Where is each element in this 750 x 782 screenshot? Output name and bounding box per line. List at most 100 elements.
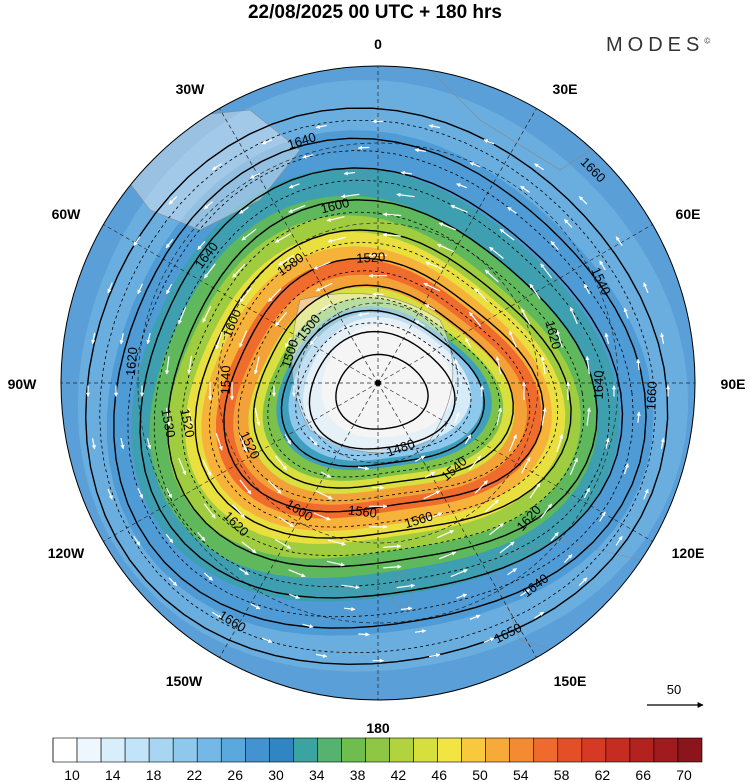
wind-arrow: [137, 488, 144, 499]
wind-arrow: [396, 583, 416, 589]
wind-arrow: [423, 282, 441, 292]
wind-arrow: [168, 195, 178, 205]
wind-arrow: [327, 236, 346, 243]
wind-arrow: [423, 490, 441, 500]
longitude-label-90w: 90W: [8, 376, 38, 392]
wind-arrow: [540, 355, 546, 375]
wind-arrow: [254, 407, 261, 426]
wind-arrow: [586, 407, 591, 426]
wind-arrow: [340, 193, 360, 199]
meridian-line: [377, 382, 537, 658]
colorbar-swatch: [52, 737, 78, 763]
colorbar-swatch: [76, 737, 102, 763]
longitude-label-30w: 30W: [176, 81, 206, 97]
longitude-label-0: 0: [374, 36, 382, 52]
longitude-label-30e: 30E: [553, 81, 578, 97]
wind-arrow: [529, 283, 541, 300]
wind-arrow: [146, 332, 151, 345]
wind-arrow: [450, 569, 468, 578]
wind-arrow: [261, 637, 273, 643]
wind-arrow: [232, 504, 246, 519]
wind-arrow: [396, 192, 415, 198]
colorbar-tick-label: 58: [554, 767, 570, 782]
wind-arrow: [550, 532, 559, 542]
meridian-line: [219, 108, 379, 384]
colorbar-swatch: [677, 737, 703, 763]
colorbar-tick-label: 46: [431, 767, 447, 782]
wind-arrow: [623, 307, 629, 319]
wind-arrow: [146, 438, 152, 450]
wind-arrow: [484, 269, 499, 283]
wind-arrow: [604, 332, 610, 344]
wind-arrow: [540, 263, 553, 279]
wind-arrow: [474, 480, 489, 494]
colorbar-tick-label: 42: [391, 767, 407, 782]
wind-arrow: [215, 433, 223, 451]
colorbar-tick-label: 30: [268, 767, 284, 782]
colorbar-tick-label: 70: [676, 767, 692, 782]
colorbar-swatch: [317, 737, 342, 763]
wind-arrow: [313, 261, 331, 270]
wind-arrow: [203, 572, 213, 581]
wind-arrow: [267, 288, 282, 302]
wind-arrow: [197, 532, 206, 542]
colorbar-tick-label: 10: [64, 767, 80, 782]
dashed-contour: [295, 322, 472, 456]
contour-label: 1520: [177, 407, 198, 438]
dashed-contour: [181, 211, 585, 557]
contour-label: 1620: [123, 347, 140, 377]
new-zealand-outline: [391, 569, 416, 611]
dashed-contour: [208, 241, 559, 528]
colorbar-swatch: [581, 737, 607, 763]
wind-arrow: [274, 311, 288, 327]
wind-arrow: [541, 407, 547, 426]
wind-arrow: [520, 185, 530, 193]
wind-arrow: [187, 355, 193, 375]
wind-arrow: [429, 653, 441, 658]
wind-arrow: [188, 408, 194, 427]
colorbar-swatch: [196, 737, 222, 763]
wind-arrow: [357, 145, 370, 150]
wind-arrow: [496, 407, 503, 426]
contour-label: 1600: [319, 195, 351, 217]
wind-arrow: [166, 407, 171, 427]
wind-arrow: [499, 228, 515, 241]
wind-arrow: [91, 332, 96, 345]
colorbar-swatch: [437, 737, 462, 763]
wind-arrow: [278, 516, 294, 528]
wind-arrow: [660, 332, 665, 344]
contour-label: 1540: [218, 365, 234, 394]
map-title: 22/08/2025 00 UTC + 180 hrs: [247, 2, 503, 23]
wind-arrow: [599, 511, 606, 522]
longitude-label-150w: 150W: [166, 673, 203, 689]
colorbar-swatch: [533, 737, 559, 763]
wind-arrow: [284, 434, 292, 445]
wind-arrow: [508, 330, 517, 348]
colorbar-swatch: [389, 737, 414, 763]
vector-scale: 50: [647, 682, 704, 708]
colorbar-swatch: [629, 737, 655, 763]
wind-arrow: [484, 499, 499, 513]
colorbar-swatch: [269, 737, 294, 763]
meridian-line: [219, 382, 379, 658]
colorbar-swatch: [293, 737, 318, 763]
colorbar-swatch: [245, 737, 270, 763]
wind-arrow: [660, 437, 665, 450]
wind-arrow: [241, 228, 257, 241]
meridian-line: [103, 224, 379, 384]
colorbar-swatch: [341, 737, 366, 763]
wind-arrow: [454, 412, 460, 424]
wind-arrow: [464, 337, 472, 348]
colorbar-swatch: [365, 737, 390, 763]
wind-arrow: [507, 206, 517, 214]
wind-arrow: [211, 611, 222, 619]
pole-marker: [375, 380, 381, 386]
wind-arrow: [239, 434, 248, 452]
colorbar-swatch: [413, 737, 438, 763]
vector-scale-label: 50: [667, 682, 681, 697]
wind-arrow: [578, 195, 588, 205]
wind-arrow: [309, 336, 318, 346]
wind-arrow: [469, 614, 481, 620]
height-contour: [223, 257, 545, 513]
wind-arrow: [556, 329, 563, 348]
